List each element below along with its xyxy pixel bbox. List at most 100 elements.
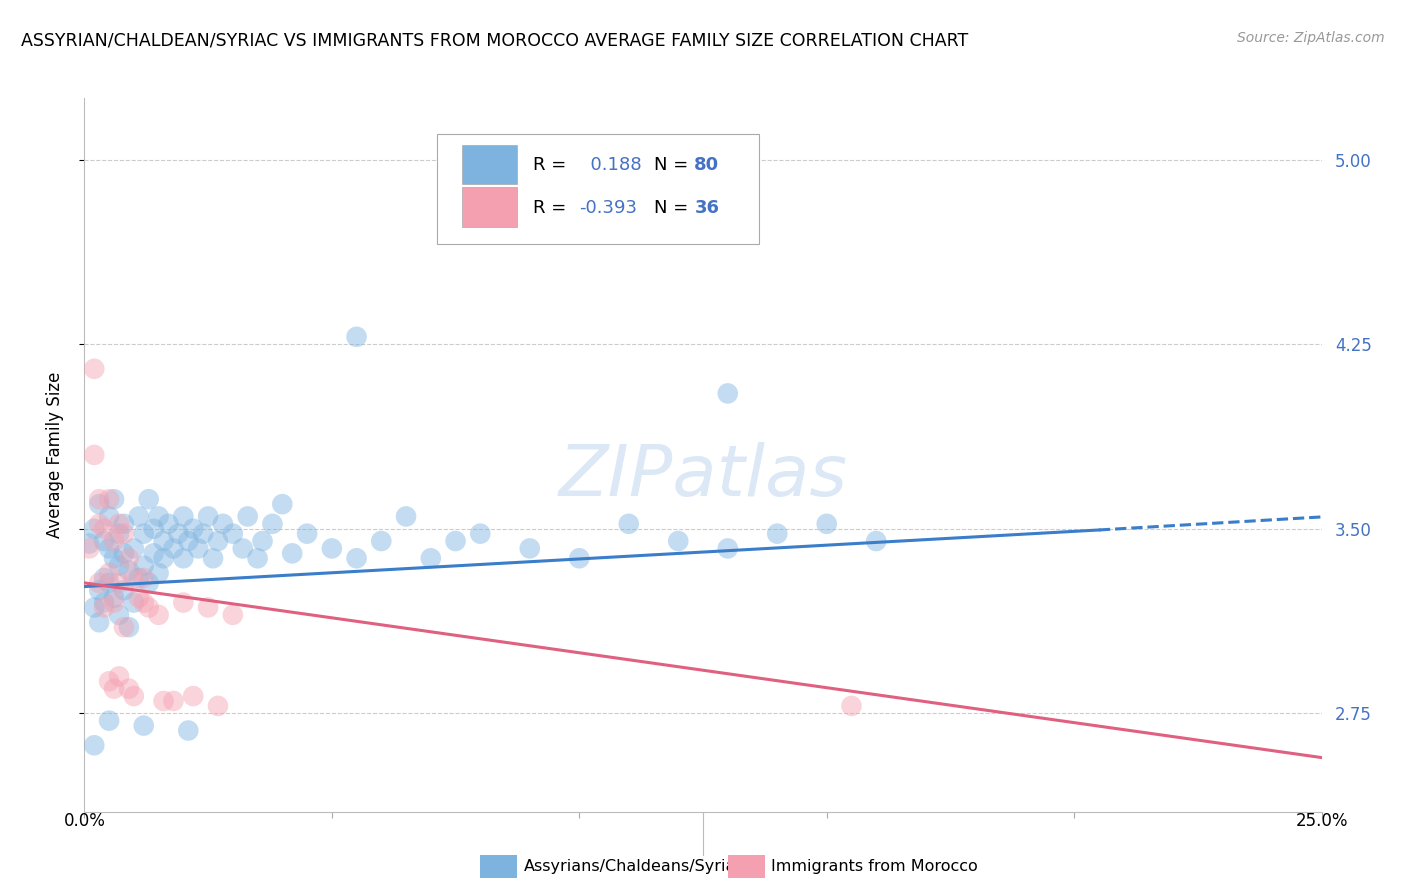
Point — [346, 551, 368, 566]
Point — [207, 698, 229, 713]
Text: Immigrants from Morocco: Immigrants from Morocco — [770, 859, 977, 874]
Point — [89, 497, 111, 511]
Point — [138, 492, 160, 507]
Point — [132, 558, 155, 573]
Point — [89, 575, 111, 590]
Text: ZIPatlas: ZIPatlas — [558, 442, 848, 511]
Point — [112, 620, 135, 634]
Point — [197, 509, 219, 524]
Point — [108, 526, 131, 541]
Point — [93, 522, 115, 536]
Point — [79, 536, 101, 550]
Point — [865, 534, 887, 549]
Point — [89, 492, 111, 507]
Point — [132, 526, 155, 541]
Point — [262, 516, 284, 531]
Point — [98, 541, 121, 556]
Point — [519, 541, 541, 556]
Point — [295, 526, 318, 541]
Point — [79, 541, 101, 556]
Point — [207, 534, 229, 549]
Point — [138, 575, 160, 590]
Point — [93, 596, 115, 610]
Text: 36: 36 — [695, 199, 720, 217]
Text: N =: N = — [654, 156, 688, 174]
Point — [419, 551, 441, 566]
Point — [152, 551, 174, 566]
Point — [128, 509, 150, 524]
Point — [122, 596, 145, 610]
Point — [83, 600, 105, 615]
Point — [191, 526, 214, 541]
Point — [118, 551, 141, 566]
Point — [395, 509, 418, 524]
Point — [112, 583, 135, 598]
Point — [157, 516, 180, 531]
Point — [112, 526, 135, 541]
Point — [187, 541, 209, 556]
Point — [222, 526, 245, 541]
Point — [271, 497, 294, 511]
Point — [98, 509, 121, 524]
Point — [103, 596, 125, 610]
Point — [321, 541, 343, 556]
Point — [181, 689, 204, 703]
Text: R =: R = — [533, 156, 567, 174]
Point — [108, 516, 131, 531]
Point — [172, 509, 194, 524]
Point — [98, 674, 121, 689]
Point — [281, 546, 304, 560]
Point — [152, 534, 174, 549]
Text: ASSYRIAN/CHALDEAN/SYRIAC VS IMMIGRANTS FROM MOROCCO AVERAGE FAMILY SIZE CORRELAT: ASSYRIAN/CHALDEAN/SYRIAC VS IMMIGRANTS F… — [21, 31, 969, 49]
Point — [232, 541, 254, 556]
Text: 25.0%: 25.0% — [1295, 812, 1348, 830]
Point — [148, 607, 170, 622]
Y-axis label: Average Family Size: Average Family Size — [45, 372, 63, 538]
Text: Assyrians/Chaldeans/Syriacs: Assyrians/Chaldeans/Syriacs — [523, 859, 754, 874]
Point — [132, 718, 155, 732]
Point — [103, 551, 125, 566]
Point — [112, 546, 135, 560]
Point — [93, 600, 115, 615]
Point — [666, 534, 689, 549]
Point — [93, 571, 115, 585]
Point — [108, 607, 131, 622]
Text: -0.393: -0.393 — [579, 199, 637, 217]
Point — [148, 509, 170, 524]
Point — [470, 526, 492, 541]
Point — [122, 541, 145, 556]
Point — [181, 522, 204, 536]
Point — [93, 534, 115, 549]
Point — [717, 541, 740, 556]
Point — [132, 571, 155, 585]
Point — [108, 669, 131, 683]
Point — [122, 689, 145, 703]
Point — [108, 558, 131, 573]
Point — [83, 522, 105, 536]
Point — [346, 330, 368, 344]
Point — [89, 615, 111, 630]
Point — [138, 600, 160, 615]
Point — [118, 681, 141, 696]
Point — [89, 583, 111, 598]
Point — [108, 575, 131, 590]
Point — [142, 546, 165, 560]
Point — [212, 516, 235, 531]
Point — [83, 361, 105, 376]
Point — [112, 516, 135, 531]
Point — [148, 566, 170, 580]
Point — [152, 694, 174, 708]
Point — [162, 694, 184, 708]
Point — [122, 571, 145, 585]
Text: 80: 80 — [695, 156, 720, 174]
Point — [162, 541, 184, 556]
Point — [172, 596, 194, 610]
Point — [252, 534, 274, 549]
Point — [98, 714, 121, 728]
Point — [197, 600, 219, 615]
Point — [568, 551, 591, 566]
Point — [766, 526, 789, 541]
Text: N =: N = — [654, 199, 688, 217]
Point — [246, 551, 269, 566]
Point — [103, 492, 125, 507]
